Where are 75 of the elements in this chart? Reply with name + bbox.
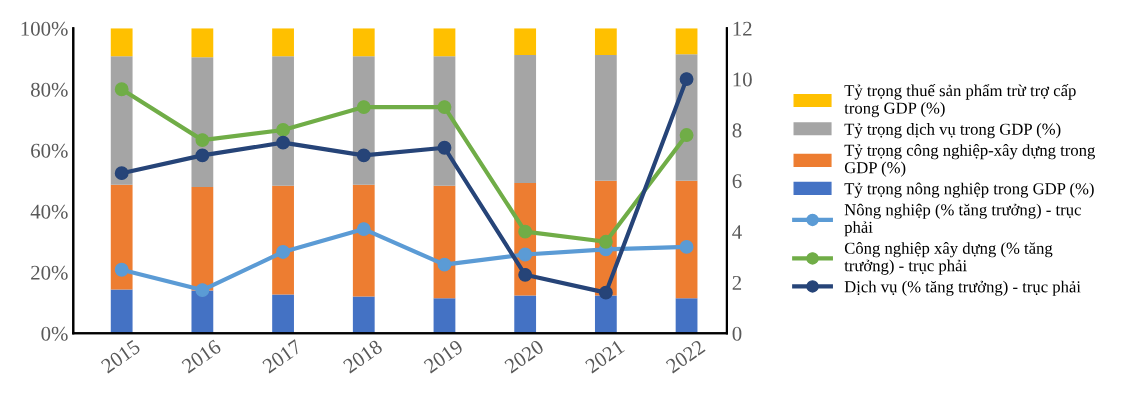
- point: [679, 72, 694, 87]
- point: [276, 123, 291, 137]
- bar: [272, 294, 294, 334]
- y2-tick-label: 10: [733, 72, 752, 87]
- x-tick-label: 2020: [503, 339, 545, 374]
- point: [114, 82, 129, 97]
- y2-tick-label: 0: [732, 326, 742, 341]
- bar: [594, 295, 617, 334]
- point: [114, 166, 129, 181]
- legend-label: Tỷ trọng dịch vụ trong GDP (%): [844, 123, 1061, 139]
- y-tick-label: 80%: [31, 82, 68, 97]
- bar: [352, 28, 375, 57]
- bar: [110, 184, 133, 290]
- bar: [272, 185, 294, 295]
- bar: [191, 28, 214, 58]
- point: [518, 267, 533, 282]
- bar: [594, 28, 617, 56]
- legend-label: Tỷ trọng công nghiệp-xây dựng trong GDP (%): [844, 144, 1095, 177]
- point: [276, 245, 291, 259]
- y-tick-label: 20%: [31, 265, 68, 280]
- bar: [594, 55, 617, 181]
- point: [679, 239, 694, 254]
- bar: [675, 180, 698, 299]
- y2-tick-label: 4: [732, 225, 742, 239]
- bar: [675, 298, 698, 334]
- y2-tick-label: 8: [732, 123, 742, 138]
- y2-tick-label: 6: [732, 174, 742, 189]
- x-tick-label: 2016: [180, 339, 222, 374]
- bar: [110, 28, 133, 57]
- x-tick-label: 2019: [423, 339, 464, 374]
- bar: [433, 28, 456, 57]
- x-tick-label: 2018: [342, 339, 384, 374]
- point: [518, 224, 533, 239]
- legend-label: Công nghiệp xây dựng (% tăng trưởng) - trục phải: [844, 242, 1053, 275]
- bar: [352, 184, 375, 297]
- point: [437, 100, 452, 115]
- point: [598, 234, 613, 249]
- x-tick-label: 2015: [100, 339, 142, 374]
- point: [195, 148, 210, 163]
- legend-label: Dịch vụ (% tăng trưởng) - trục phải: [844, 280, 1081, 296]
- point: [437, 140, 452, 155]
- legend-label: Tỷ trọng nông nghiệp trong GDP (%): [844, 182, 1094, 198]
- bar: [191, 186, 214, 291]
- point: [114, 262, 129, 277]
- y2-tick-label: 12: [733, 21, 752, 36]
- point: [356, 100, 371, 115]
- bar: [514, 295, 537, 334]
- y-tick-label: 0%: [41, 326, 68, 341]
- point: [598, 285, 613, 300]
- bar: [191, 290, 214, 334]
- bar: [433, 298, 456, 334]
- y-tick-label: 100%: [21, 21, 68, 36]
- point: [195, 283, 210, 298]
- bar: [514, 55, 537, 183]
- bar: [433, 185, 456, 299]
- legend-label: Tỷ trọng thuế sản phẩm trừ trợ cấp trong GDP (%): [844, 84, 1076, 118]
- point: [518, 247, 533, 262]
- point: [356, 222, 371, 237]
- point: [195, 133, 210, 148]
- x-tick-label: 2021: [584, 339, 625, 374]
- bar: [514, 28, 537, 56]
- point: [356, 148, 371, 163]
- y-tick-label: 40%: [30, 204, 68, 219]
- x-tick-label: 2022: [665, 339, 706, 374]
- bar: [675, 28, 698, 55]
- y2-tick-label: 2: [732, 275, 742, 290]
- y-tick-label: 60%: [31, 143, 68, 158]
- point: [679, 128, 694, 142]
- bar: [272, 28, 294, 57]
- point: [437, 257, 452, 272]
- bar: [110, 289, 133, 334]
- bar: [352, 296, 375, 334]
- legend-label: Nông nghiệp (% tăng trưởng) - trục phải: [844, 203, 1081, 237]
- x-tick-label: 2017: [261, 339, 303, 374]
- point: [276, 135, 291, 150]
